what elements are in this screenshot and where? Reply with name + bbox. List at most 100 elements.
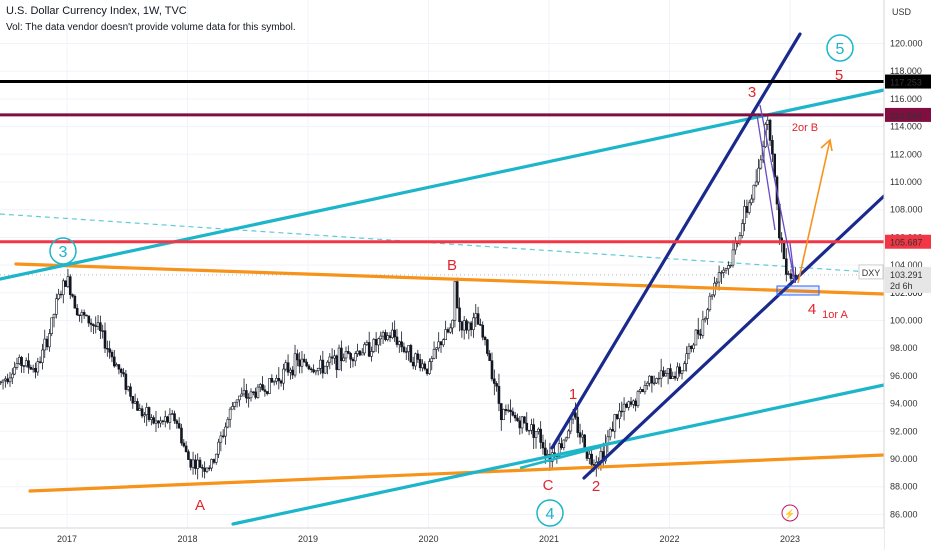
candle-body bbox=[641, 389, 644, 393]
candle-body bbox=[254, 391, 257, 398]
candle-body bbox=[432, 349, 436, 359]
candle-body bbox=[391, 329, 394, 338]
chart-title: U.S. Dollar Currency Index, 1W, TVC bbox=[6, 5, 187, 17]
candle-body bbox=[766, 119, 770, 125]
candle-body bbox=[740, 223, 744, 236]
level-price-tag bbox=[885, 107, 931, 122]
candle-body bbox=[129, 386, 132, 397]
candle-body bbox=[608, 429, 612, 438]
candle-body bbox=[326, 361, 329, 367]
candle-body bbox=[465, 320, 468, 331]
price-axis: USD 120.000 118.000 116.000 114.000 112.000 11… bbox=[883, 0, 932, 550]
candle-body bbox=[189, 459, 193, 468]
x-tick-label: 2017 bbox=[57, 534, 77, 544]
candle-body bbox=[80, 312, 84, 316]
candle-body bbox=[163, 416, 167, 422]
candle-body bbox=[699, 333, 702, 336]
candle-body bbox=[59, 293, 63, 296]
candle-body bbox=[194, 459, 197, 469]
candle-body bbox=[439, 341, 443, 346]
wave-label-circle: 5 bbox=[836, 41, 845, 58]
candle-body bbox=[122, 372, 125, 375]
wave-label: 2 bbox=[592, 478, 600, 495]
candle-body bbox=[282, 368, 285, 384]
candle-body bbox=[618, 410, 621, 419]
candle-body bbox=[335, 355, 339, 370]
candle-body bbox=[61, 280, 65, 296]
candle-body bbox=[409, 345, 413, 363]
candle-body bbox=[231, 406, 234, 410]
candle-body bbox=[627, 401, 631, 408]
candle-body bbox=[64, 280, 67, 287]
candle-body bbox=[212, 459, 216, 463]
candle-body bbox=[0, 381, 3, 384]
candle-body bbox=[678, 366, 681, 374]
candle-body bbox=[685, 353, 688, 364]
candle-body bbox=[504, 409, 508, 412]
candle-body bbox=[296, 353, 299, 361]
candle-body bbox=[634, 400, 637, 407]
candle-body bbox=[664, 373, 668, 377]
candle-body bbox=[483, 336, 487, 341]
candle-body bbox=[757, 167, 760, 183]
lightning-icon bbox=[781, 504, 799, 522]
y-tick-label: 100.000 bbox=[890, 316, 923, 326]
candle-body bbox=[388, 335, 392, 338]
wave-label: A bbox=[195, 497, 205, 514]
candle-body bbox=[407, 345, 410, 352]
y-tick-label: 116.000 bbox=[890, 94, 922, 104]
candle-body bbox=[284, 362, 288, 370]
candle-body bbox=[22, 365, 26, 367]
candle-body bbox=[520, 416, 524, 429]
candle-body bbox=[400, 341, 403, 348]
candle-body bbox=[717, 272, 721, 283]
candle-body bbox=[564, 437, 568, 441]
candle-body bbox=[789, 273, 793, 279]
candle-body bbox=[458, 307, 461, 323]
candle-body bbox=[27, 360, 30, 368]
candle-body bbox=[360, 352, 364, 356]
candle-body bbox=[66, 276, 70, 287]
candle-body bbox=[784, 258, 788, 275]
candle-body bbox=[124, 373, 128, 390]
candle-body bbox=[82, 312, 86, 316]
candle-body bbox=[418, 359, 422, 369]
candle-body bbox=[578, 432, 582, 438]
grid bbox=[0, 0, 884, 528]
candle-body bbox=[150, 417, 153, 420]
candle-body bbox=[472, 317, 475, 330]
orange-resistance-line bbox=[14, 262, 886, 296]
candle-body bbox=[131, 396, 135, 404]
candle-body bbox=[703, 318, 707, 321]
candle-body bbox=[724, 268, 728, 271]
candle-body bbox=[481, 324, 485, 338]
candle-body bbox=[258, 384, 262, 388]
candle-body bbox=[143, 414, 146, 417]
candle-body bbox=[358, 350, 362, 356]
candle-body bbox=[293, 353, 297, 376]
level-price-tag bbox=[885, 234, 931, 249]
candle-body bbox=[4, 378, 7, 381]
candle-body bbox=[513, 414, 517, 419]
candle-body bbox=[272, 380, 276, 383]
candle-body bbox=[771, 140, 774, 155]
candle-body bbox=[110, 351, 114, 358]
candle-body bbox=[180, 427, 183, 444]
candle-body bbox=[532, 424, 536, 438]
candle-body bbox=[372, 339, 376, 352]
candle-body bbox=[462, 320, 466, 331]
wave-circle bbox=[826, 34, 854, 62]
candle-body bbox=[632, 400, 635, 405]
candle-body bbox=[103, 330, 107, 349]
y-tick-label: 110.000 bbox=[890, 177, 922, 187]
candle-body bbox=[537, 428, 540, 432]
candle-body bbox=[720, 272, 723, 274]
candle-body bbox=[381, 332, 385, 337]
wave-label: 1or A bbox=[822, 309, 848, 321]
candle-body bbox=[219, 435, 223, 443]
candle-body bbox=[562, 439, 566, 449]
candle-body bbox=[474, 313, 478, 319]
candle-body bbox=[161, 420, 165, 422]
purple-projection-2 bbox=[756, 114, 776, 231]
